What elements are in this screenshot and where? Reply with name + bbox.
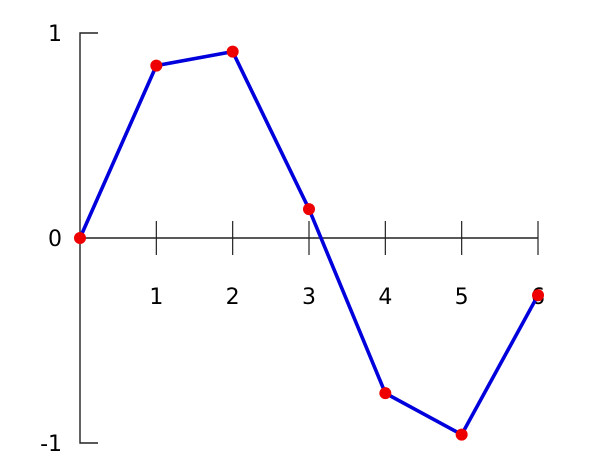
x-axis-ticks	[155, 221, 539, 255]
y-tick-label-1: 0	[48, 227, 62, 252]
y-tick-label-2: -1	[40, 432, 62, 457]
y-tick-labels: 1 0 -1	[40, 22, 62, 457]
y-tick-label-0: 1	[48, 22, 62, 47]
data-point-4	[379, 387, 392, 400]
data-points	[74, 45, 544, 441]
x-tick-label-2: 2	[226, 285, 240, 310]
x-tick-label-1: 1	[149, 285, 163, 310]
x-tick-label-5: 5	[455, 285, 469, 310]
x-tick-label-4: 4	[378, 285, 392, 310]
data-point-6	[532, 289, 544, 302]
data-point-1	[150, 59, 163, 72]
data-point-5	[455, 428, 468, 441]
data-point-3	[303, 203, 315, 216]
data-point-2	[226, 45, 239, 58]
x-tick-label-3: 3	[302, 285, 316, 310]
data-point-0	[74, 232, 86, 244]
